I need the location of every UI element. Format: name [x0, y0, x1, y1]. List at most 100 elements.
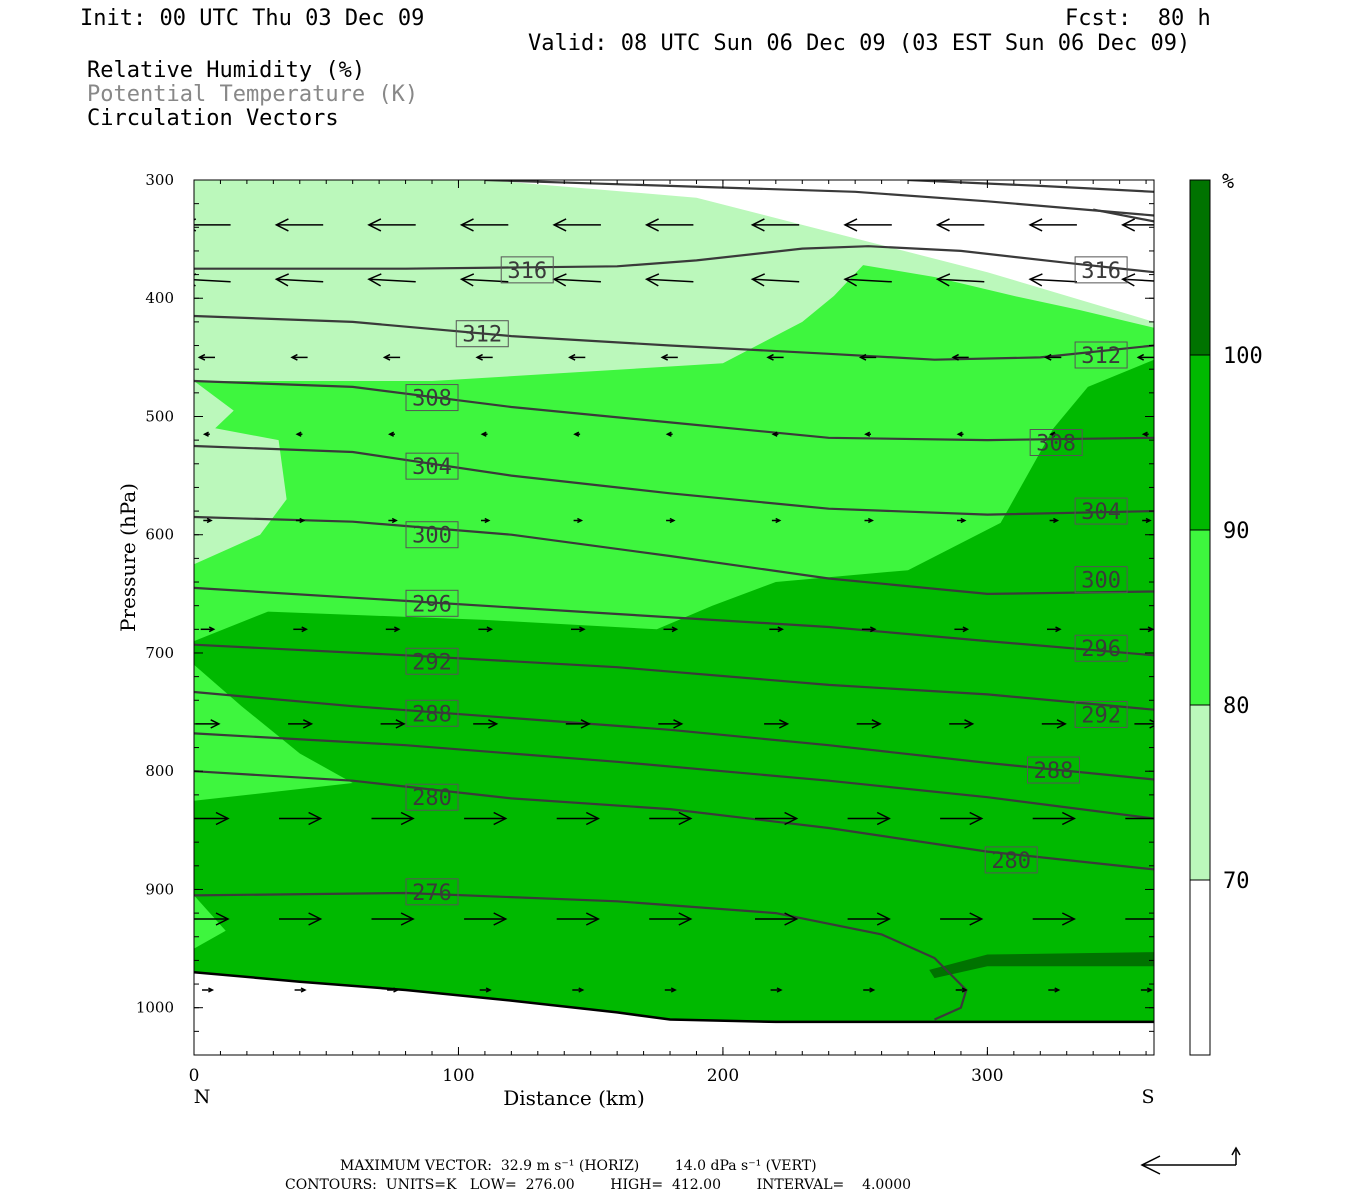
contour-label-276: 276	[405, 878, 459, 906]
contour-label-288: 288	[405, 699, 459, 727]
colorbar-level-label: 70	[1223, 869, 1250, 894]
svg-text:304: 304	[1081, 500, 1121, 525]
circulation-vector	[856, 719, 882, 729]
circulation-vector	[935, 218, 985, 232]
circulation-vector	[194, 273, 231, 287]
circulation-vector	[385, 626, 401, 633]
north-label: N	[194, 1086, 211, 1108]
svg-text:288: 288	[412, 702, 452, 727]
circulation-vector	[863, 987, 876, 993]
theta-contour-292	[194, 643, 1154, 711]
circulation-vector	[288, 719, 314, 729]
circulation-vector	[571, 626, 586, 633]
terrain-line	[194, 970, 1154, 1024]
svg-text:288: 288	[1034, 759, 1074, 784]
svg-text:300: 300	[412, 524, 452, 549]
circulation-vector	[387, 987, 400, 993]
circulation-vector	[295, 431, 303, 437]
colorbar-level-label: 80	[1223, 694, 1250, 719]
circulation-vector	[1121, 273, 1154, 287]
theta-contour-304	[194, 444, 1154, 516]
circulation-vector	[556, 811, 600, 826]
circulation-vector	[475, 353, 493, 361]
colorbar-unit: %	[1222, 169, 1234, 193]
circulation-vector	[194, 811, 230, 826]
circulation-vector	[1049, 431, 1057, 437]
svg-text:308: 308	[1036, 432, 1076, 457]
circulation-vector	[771, 431, 779, 437]
y-tick-label: 400	[145, 289, 174, 307]
legend-relative-humidity: Relative Humidity (%)	[87, 58, 366, 83]
contour-label-312: 312	[1074, 341, 1128, 369]
circulation-vector	[864, 517, 874, 524]
circulation-vector	[1140, 987, 1153, 993]
rh-region-100	[929, 952, 1154, 979]
circulation-vectors	[194, 218, 1154, 993]
circulation-vector	[367, 273, 416, 287]
svg-text:280: 280	[412, 786, 452, 811]
contour-label-296: 296	[1074, 634, 1128, 662]
contour-label-304: 304	[405, 452, 459, 480]
legend-potential-temperature: Potential Temperature (K)	[87, 82, 419, 107]
contour-label-316: 316	[1074, 256, 1128, 284]
circulation-vector	[1125, 817, 1154, 820]
forecast-hour: Fcst: 80 h	[1065, 6, 1211, 31]
circulation-vector	[295, 517, 306, 524]
circulation-vector	[1136, 353, 1154, 361]
circulation-vector	[382, 353, 401, 361]
y-axis-label: Pressure (hPa)	[116, 483, 140, 632]
circulation-vector	[194, 218, 231, 232]
theta-contour-308	[194, 379, 1154, 442]
contour-label-280: 280	[984, 846, 1038, 874]
svg-text:300: 300	[1081, 569, 1121, 594]
circulation-vector	[1121, 218, 1154, 232]
y-tick-label: 300	[145, 171, 174, 189]
circulation-vector	[290, 353, 308, 361]
theta-contour-300	[194, 515, 1154, 596]
x-tick-label: 300	[971, 1066, 1003, 1086]
circulation-vector	[649, 912, 693, 926]
circulation-vector	[663, 626, 679, 633]
x-axis-label: Distance (km)	[503, 1086, 645, 1110]
circulation-vector	[388, 517, 398, 524]
circulation-vector	[660, 353, 678, 361]
circulation-vector	[202, 431, 210, 437]
circulation-vector	[843, 273, 892, 287]
svg-text:312: 312	[1081, 344, 1121, 369]
potential-temperature-contours	[194, 180, 1154, 1021]
contour-label-288: 288	[1027, 756, 1081, 784]
circulation-vector	[1142, 517, 1152, 524]
theta-contour-320	[484, 180, 1154, 217]
theta-contour-296	[194, 586, 1154, 657]
reference-vector-icon	[1140, 1146, 1241, 1175]
contour-label-280: 280	[405, 783, 459, 811]
circulation-vector	[203, 517, 213, 524]
circulation-vector	[940, 912, 984, 926]
circulation-vector	[573, 517, 584, 524]
south-label: S	[1141, 1086, 1154, 1108]
terrain-layer	[194, 970, 1154, 1055]
y-tick-label: 1000	[136, 999, 174, 1017]
circulation-vector	[367, 218, 416, 232]
colorbar-segment	[1190, 355, 1210, 530]
colorbar-segment	[1190, 880, 1210, 1055]
colorbar-level-label: 100	[1223, 344, 1263, 369]
circulation-vector	[1028, 218, 1077, 232]
contour-label-300: 300	[405, 521, 459, 549]
circulation-vector	[769, 626, 784, 633]
circulation-vector	[951, 353, 969, 361]
circulation-vector	[864, 431, 871, 437]
contour-label-312: 312	[455, 320, 509, 348]
axes: 0 100 200 300 300 400 500 600 700 800 900 1000 N S Dis…	[116, 171, 1155, 1110]
x-tick-label: 0	[189, 1066, 200, 1086]
circulation-vector	[847, 912, 891, 926]
circulation-vector	[750, 218, 800, 232]
svg-text:296: 296	[412, 592, 452, 617]
circulation-vector	[274, 218, 324, 232]
circulation-vector	[464, 912, 508, 926]
circulation-vector	[1047, 626, 1062, 633]
svg-text:292: 292	[1081, 703, 1121, 728]
contour-label-316: 316	[500, 256, 554, 284]
circulation-vector	[755, 912, 799, 926]
